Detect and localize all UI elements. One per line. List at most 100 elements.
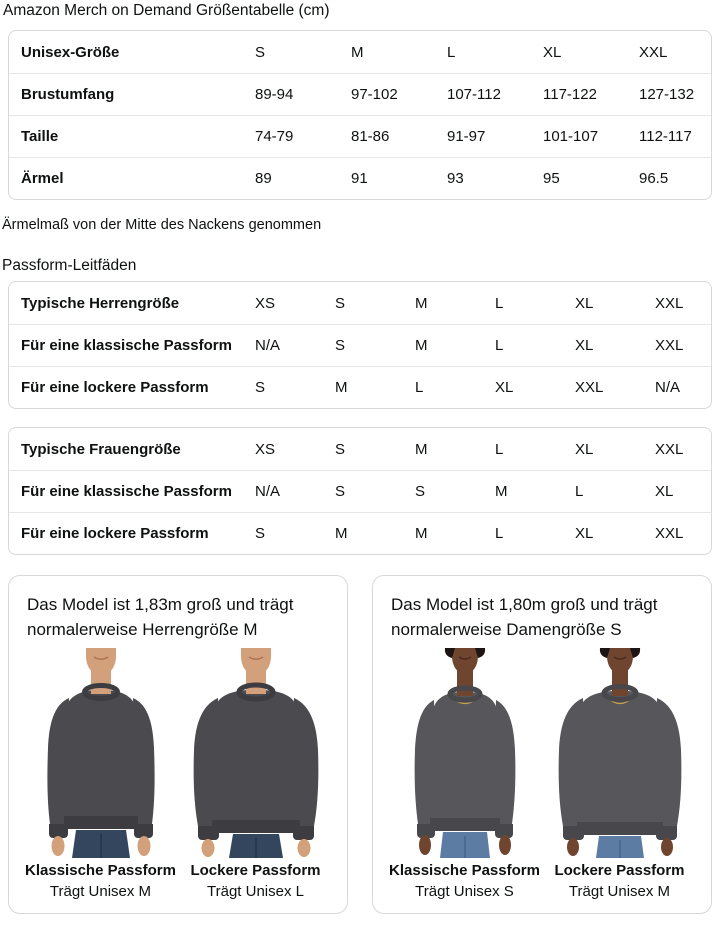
row-label: Für eine klassische Passform bbox=[21, 337, 232, 354]
size-cell: S bbox=[335, 294, 346, 312]
size-cell: S bbox=[255, 379, 266, 396]
sweatshirt-body bbox=[210, 690, 301, 821]
size-cell: 117-122 bbox=[543, 86, 597, 103]
size-cell: 95 bbox=[543, 170, 560, 187]
figures-row: Klassische Passform Trägt Unisex S bbox=[387, 648, 697, 903]
table-row-sleeve: Ärmel 89 91 93 95 96.5 bbox=[9, 157, 711, 199]
sweatshirt-body bbox=[62, 690, 139, 817]
size-cell: N/A bbox=[255, 337, 281, 354]
size-cell: S bbox=[255, 43, 266, 61]
panel-description: Das Model ist 1,83m groß und trägt norma… bbox=[27, 595, 294, 639]
size-cell: 93 bbox=[447, 170, 464, 187]
unisex-size-table: Unisex-Größe S M L XL XXL Brustumfang 89… bbox=[8, 30, 712, 200]
cuffs bbox=[48, 824, 153, 839]
hem-band bbox=[211, 820, 300, 834]
size-cell: XXL bbox=[639, 43, 668, 61]
row-label: Unisex-Größe bbox=[21, 43, 120, 61]
size-cell: S bbox=[255, 525, 266, 542]
row-label: Taille bbox=[21, 128, 59, 145]
sleeves bbox=[414, 700, 515, 825]
size-cell: L bbox=[447, 43, 456, 61]
table-row-waist: Taille 74-79 81-86 91-97 101-107 112-117 bbox=[9, 115, 711, 157]
size-cell: S bbox=[335, 483, 346, 500]
size-cell: XL bbox=[543, 43, 562, 61]
sleeves bbox=[46, 698, 155, 825]
size-cell: XL bbox=[575, 525, 594, 542]
size-cell: S bbox=[335, 337, 346, 354]
size-cell: L bbox=[495, 440, 504, 458]
table-row-women-loose: Für eine lockere Passform S M M L XL XXL bbox=[9, 512, 711, 554]
table-row-men-typical: Typische Herrengröße XS S M L XL XXL bbox=[9, 282, 711, 324]
row-label: Für eine lockere Passform bbox=[21, 379, 209, 396]
hands bbox=[51, 836, 150, 857]
sleeve-measure-note: Ärmelmaß von der Mitte des Nackens genom… bbox=[2, 217, 322, 233]
size-cell: XXL bbox=[655, 525, 684, 542]
size-cell: M bbox=[415, 294, 428, 312]
sweatshirt-body bbox=[575, 691, 664, 823]
size-cell: 74-79 bbox=[255, 128, 294, 145]
fit-guides-title: Passform-Leitfäden bbox=[2, 257, 137, 274]
model-panels: Das Model ist 1,83m groß und trägt norma… bbox=[8, 575, 712, 915]
fit-caption: Lockere Passform bbox=[190, 862, 321, 880]
table-row-women-typical: Typische Frauengröße XS S M L XL XXL bbox=[9, 428, 711, 470]
size-cell: 91-97 bbox=[447, 128, 486, 145]
size-cell: XL bbox=[575, 440, 594, 458]
size-cell: M bbox=[415, 337, 428, 354]
hair bbox=[599, 648, 640, 659]
size-cell: 91 bbox=[351, 170, 368, 187]
table-row-chest: Brustumfang 89-94 97-102 107-112 117-122… bbox=[9, 73, 711, 115]
hem-band bbox=[429, 818, 500, 832]
size-cell: XL bbox=[575, 337, 594, 354]
hair bbox=[444, 648, 485, 659]
size-cell: 89-94 bbox=[255, 86, 294, 103]
size-cell: N/A bbox=[255, 483, 281, 500]
size-cell: 81-86 bbox=[351, 128, 390, 145]
size-cell: M bbox=[351, 43, 364, 61]
size-cell: XXL bbox=[655, 294, 684, 312]
size-cell: 89 bbox=[255, 170, 272, 187]
size-cell: L bbox=[575, 483, 584, 500]
size-cell: XS bbox=[255, 294, 276, 312]
figures-row: Klassische Passform Trägt Unisex M bbox=[23, 648, 333, 903]
size-cell: S bbox=[415, 483, 426, 500]
hands bbox=[418, 835, 511, 856]
row-label: Für eine lockere Passform bbox=[21, 525, 209, 542]
hands bbox=[201, 839, 310, 858]
collar bbox=[236, 682, 275, 702]
row-label: Typische Frauengröße bbox=[21, 440, 181, 458]
women-model-panel: Das Model ist 1,80m groß und trägt norma… bbox=[372, 575, 712, 915]
hem-band bbox=[576, 822, 663, 836]
women-loose-figure: Lockere Passform Trägt Unisex M bbox=[542, 648, 697, 903]
men-classic-figure: Klassische Passform Trägt Unisex M bbox=[23, 648, 178, 903]
size-caption: Trägt Unisex M bbox=[49, 883, 152, 901]
size-cell: S bbox=[335, 440, 346, 458]
row-label: Ärmel bbox=[21, 170, 64, 187]
size-cell: XXL bbox=[655, 337, 684, 354]
table-row-women-classic: Für eine klassische Passform N/A S S M L… bbox=[9, 470, 711, 512]
women-fit-table: Typische Frauengröße XS S M L XL XXL Für… bbox=[8, 427, 712, 555]
size-cell: M bbox=[415, 440, 428, 458]
size-cell: 96.5 bbox=[639, 170, 669, 187]
size-cell: XXL bbox=[655, 440, 684, 458]
size-cell: XL bbox=[575, 294, 594, 312]
female-model-classic-photo bbox=[414, 648, 515, 859]
size-caption: Trägt Unisex S bbox=[415, 883, 514, 901]
size-cell: 127-132 bbox=[639, 86, 695, 103]
female-model-loose-photo bbox=[558, 648, 681, 859]
size-cell: M bbox=[415, 525, 428, 542]
table-row-unisex-size: Unisex-Größe S M L XL XXL bbox=[9, 31, 711, 73]
hands bbox=[566, 838, 673, 857]
men-model-panel: Das Model ist 1,83m groß und trägt norma… bbox=[8, 575, 348, 915]
size-caption: Trägt Unisex L bbox=[207, 883, 304, 901]
collar bbox=[81, 683, 120, 702]
size-cell: 101-107 bbox=[543, 128, 599, 145]
collar bbox=[601, 684, 638, 703]
collar bbox=[447, 685, 482, 703]
row-label: Brustumfang bbox=[21, 86, 115, 103]
table-row-men-classic: Für eine klassische Passform N/A S M L X… bbox=[9, 324, 711, 366]
sweatshirt-body bbox=[428, 692, 501, 819]
size-cell: 97-102 bbox=[351, 86, 398, 103]
panel-description: Das Model ist 1,80m groß und trägt norma… bbox=[391, 595, 658, 639]
size-cell: XL bbox=[495, 379, 514, 396]
